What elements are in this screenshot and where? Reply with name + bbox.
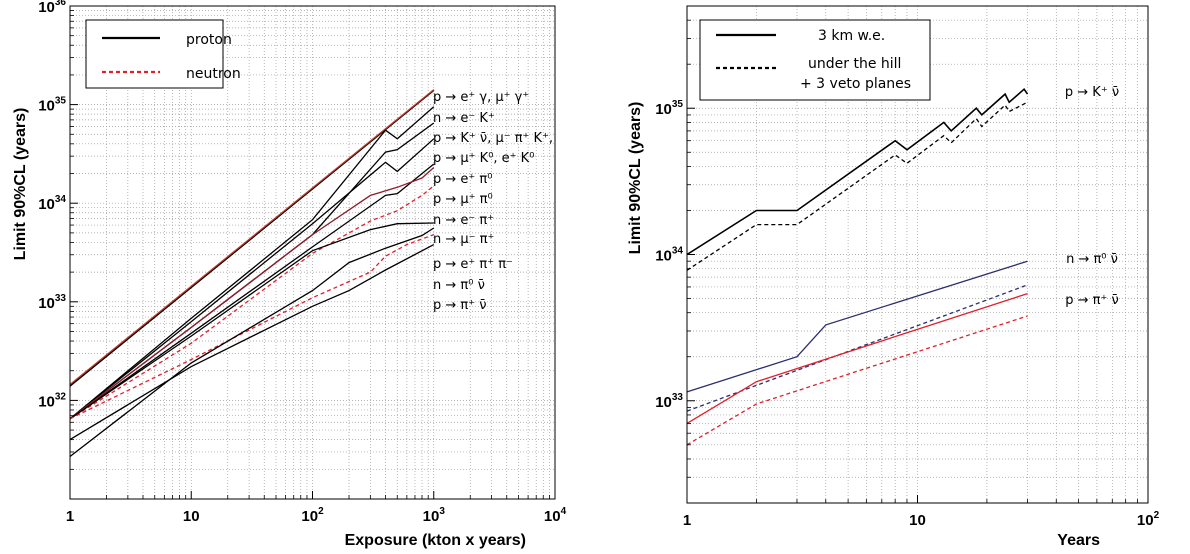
series-line bbox=[69, 89, 435, 386]
left-x-axis-title: Exposure (kton x years) bbox=[345, 532, 526, 549]
right-chart-annotations: p → K⁺ ν̄ n → π⁰ ν̄ p → π⁺ ν̄ bbox=[1065, 85, 1119, 308]
x-tick-label: 102 bbox=[1137, 510, 1160, 529]
decay-channel-label: p → μ⁺ π⁰ bbox=[433, 192, 493, 207]
decay-channel-label: n → μ⁻ π⁺ bbox=[433, 232, 494, 247]
decay-channel-label: p → e⁺ π⁺ π⁻ bbox=[433, 257, 513, 272]
y-tick-label: 1036 bbox=[38, 0, 66, 16]
series-line bbox=[686, 88, 1029, 256]
y-tick-label: 1035 bbox=[38, 96, 66, 115]
series-line bbox=[686, 284, 1028, 412]
left-chart-series bbox=[69, 89, 435, 458]
legend-box bbox=[85, 19, 224, 89]
right-y-axis-title: Limit 90%CL (years) bbox=[627, 102, 644, 255]
legend-label: under the hill bbox=[808, 56, 901, 72]
series-line bbox=[69, 244, 435, 441]
decay-channel-label: n → e⁻ K⁺ bbox=[433, 111, 495, 126]
x-tick-label: 10 bbox=[909, 512, 926, 529]
x-tick-label: 1 bbox=[66, 508, 74, 525]
y-tick-label: 1032 bbox=[38, 391, 66, 410]
x-tick-label: 10 bbox=[183, 508, 200, 525]
decay-channel-label: p → π⁺ ν̄ bbox=[433, 298, 487, 313]
decay-channel-label: p → π⁺ ν̄ bbox=[1065, 293, 1119, 308]
decay-channel-label: p → K⁺ ν̄ bbox=[1065, 85, 1119, 100]
series-line bbox=[69, 233, 435, 420]
x-tick-label: 102 bbox=[301, 506, 324, 525]
y-tick-label: 1035 bbox=[655, 99, 683, 118]
right-x-axis-title: Years bbox=[1057, 532, 1100, 549]
right-chart-legend: 3 km w.e. under the hill + 3 veto planes bbox=[699, 19, 931, 101]
y-tick-label: 1034 bbox=[38, 194, 66, 213]
y-tick-label: 1034 bbox=[655, 246, 683, 265]
y-tick-label: 1033 bbox=[655, 392, 683, 411]
series-line bbox=[69, 106, 435, 420]
decay-channel-label: n → π⁰ ν̄ bbox=[1066, 252, 1118, 267]
series-line bbox=[69, 138, 435, 420]
decay-channel-label: p → μ⁺ K⁰, e⁺ K⁰ bbox=[433, 151, 534, 166]
series-line bbox=[69, 167, 435, 420]
right-chart-ticks: 1 10 102 1033 1034 1035 bbox=[655, 19, 1160, 529]
x-tick-label: 1 bbox=[683, 512, 691, 529]
legend-label: proton bbox=[186, 32, 232, 48]
series-line bbox=[69, 227, 435, 458]
series-line bbox=[686, 292, 1028, 424]
legend-label: neutron bbox=[186, 66, 241, 82]
legend-label-line2: + 3 veto planes bbox=[800, 76, 911, 92]
series-line bbox=[69, 185, 435, 420]
left-chart-ticks: 1 10 102 103 104 1032 1033 1034 1035 1036 bbox=[38, 0, 566, 525]
decay-channel-label: p → e⁺ γ, μ⁺ γ⁺ bbox=[433, 90, 529, 105]
legend-box bbox=[699, 19, 931, 101]
decay-channel-label: n → e⁻ π⁺ bbox=[433, 213, 494, 228]
x-tick-label: 103 bbox=[423, 506, 446, 525]
x-tick-label: 104 bbox=[544, 506, 567, 525]
legend-label: 3 km w.e. bbox=[818, 28, 885, 44]
decay-channel-label: p → e⁺ π⁰ bbox=[433, 172, 492, 187]
y-tick-label: 1033 bbox=[38, 293, 66, 312]
series-line bbox=[686, 101, 1028, 271]
series-line bbox=[69, 222, 434, 420]
right-chart-series bbox=[686, 88, 1029, 446]
right-chart-grid bbox=[687, 6, 1148, 503]
decay-channel-label: p → K⁺ ν̄, μ⁻ π⁺ K⁺, bbox=[433, 131, 553, 146]
series-line bbox=[69, 163, 435, 420]
left-chart: 1 10 102 103 104 1032 1033 1034 1035 1036 p → e⁺ … bbox=[12, 0, 567, 549]
left-chart-legend: proton neutron bbox=[85, 19, 241, 89]
left-chart-annotations: p → e⁺ γ, μ⁺ γ⁺ n → e⁻ K⁺ p → K⁺ ν̄, μ⁻ π⁺… bbox=[433, 90, 553, 313]
left-y-axis-title: Limit 90%CL (years) bbox=[12, 108, 29, 261]
series-line bbox=[686, 260, 1028, 393]
decay-channel-label: n → π⁰ ν̄ bbox=[433, 278, 485, 293]
left-chart-grid bbox=[70, 6, 555, 499]
series-line bbox=[686, 315, 1028, 446]
